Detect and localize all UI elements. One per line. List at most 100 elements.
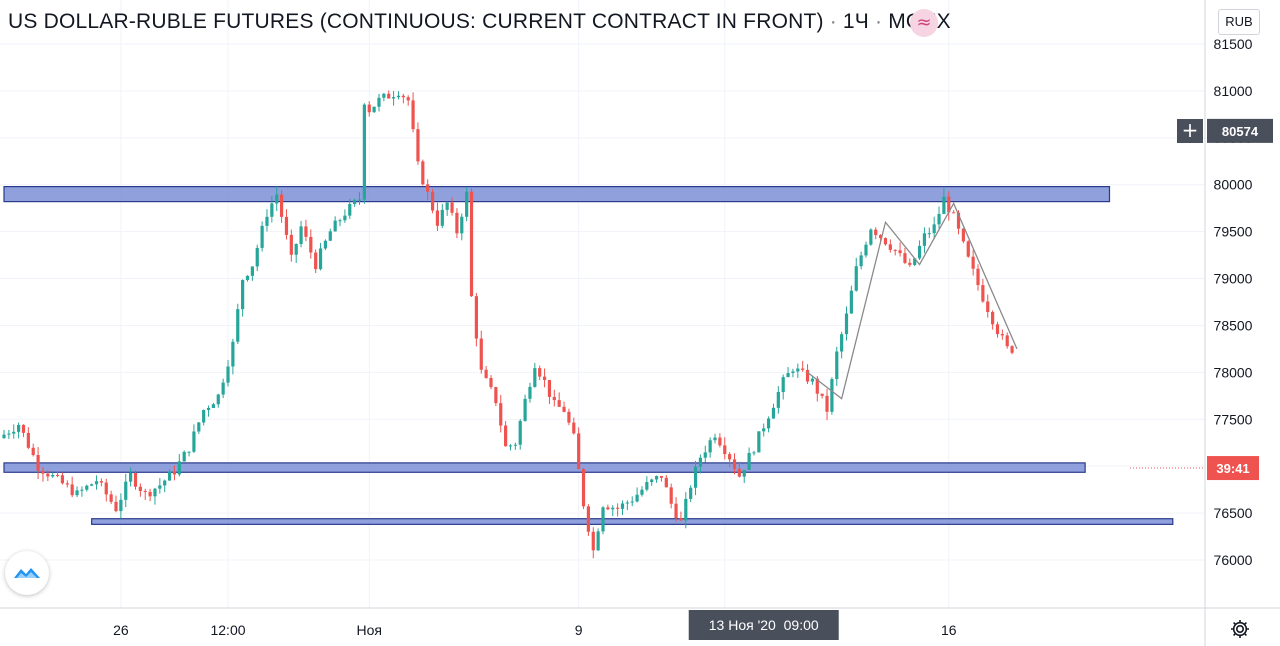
candle-body — [971, 256, 975, 269]
candle-body — [679, 518, 683, 521]
crosshair-price-badge — [1207, 118, 1273, 143]
candle-body — [518, 420, 522, 445]
candle-body — [684, 498, 688, 521]
time-tick-label: 16 — [941, 622, 957, 638]
candle-body — [392, 97, 396, 99]
candle-body — [284, 216, 289, 235]
candle-body — [616, 507, 620, 509]
gear-icon[interactable] — [1228, 617, 1252, 641]
candle-body — [440, 209, 444, 226]
candle-body — [70, 484, 74, 496]
candle-body — [51, 474, 55, 477]
candle-body — [479, 338, 483, 370]
candle-body — [601, 507, 605, 532]
price-tick-label: 81000 — [1214, 83, 1253, 99]
candle-body — [533, 368, 537, 387]
candle-body — [937, 213, 941, 225]
price-zone-rectangle[interactable] — [91, 518, 1174, 525]
candle-body — [245, 275, 250, 280]
candle-body — [357, 199, 362, 201]
candle-body — [640, 489, 644, 495]
support-resistance-zones[interactable] — [3, 186, 1174, 525]
candle-body — [1010, 346, 1014, 353]
candle-body — [747, 452, 751, 470]
candle-body — [104, 482, 108, 495]
candle-body — [406, 97, 410, 101]
trend-line-drawing[interactable] — [807, 202, 1018, 400]
approx-data-icon[interactable]: ≈ — [910, 9, 938, 37]
candle-body — [883, 237, 888, 245]
candle-body — [820, 393, 824, 396]
candle-body — [279, 194, 284, 217]
candle-body — [270, 203, 274, 217]
candle-body — [815, 378, 819, 394]
candle-body — [216, 394, 220, 405]
candle-body — [781, 377, 785, 393]
candle-body — [766, 418, 771, 429]
tradingview-logo-icon[interactable] — [5, 551, 49, 595]
candle-body — [75, 490, 79, 496]
candle-body — [606, 507, 610, 510]
candle-body — [830, 379, 834, 412]
candle-body — [650, 479, 654, 483]
candle-body — [411, 100, 415, 130]
candle-body — [630, 501, 634, 503]
plus-icon[interactable]: + — [1177, 119, 1203, 143]
candle-body — [981, 285, 985, 302]
candle-body — [966, 241, 970, 257]
currency-button[interactable]: RUB — [1218, 9, 1260, 35]
price-tick-label: 81500 — [1214, 36, 1253, 52]
candle-body — [187, 451, 191, 453]
candle-body — [917, 245, 922, 259]
candle-body — [596, 531, 600, 551]
candle-body — [119, 499, 123, 512]
crosshair-time-label: 13 Ноя '20 09:00 — [709, 617, 819, 633]
candle-body — [177, 461, 181, 475]
candle-body — [367, 104, 371, 113]
candle-body — [124, 481, 128, 500]
candle-body — [796, 368, 800, 372]
candle-body — [231, 341, 235, 367]
candle-body — [460, 216, 464, 234]
candle-body — [864, 244, 868, 256]
price-zone-rectangle[interactable] — [3, 462, 1086, 473]
candle-body — [148, 491, 152, 497]
time-tick-label: 9 — [575, 622, 583, 638]
candle-body — [241, 279, 245, 310]
candle-body — [737, 468, 741, 477]
candle-body — [80, 489, 84, 491]
time-tick-label: 12:00 — [210, 622, 245, 638]
candle-body — [421, 161, 425, 185]
candle-body — [922, 233, 927, 246]
time-tick-label: 26 — [113, 622, 129, 638]
candle-body — [343, 215, 347, 221]
candle-body — [513, 444, 517, 446]
candle-body — [805, 369, 810, 382]
candle-body — [387, 93, 391, 99]
candle-body — [844, 313, 849, 335]
candle-body — [1005, 335, 1009, 347]
candle-body — [898, 250, 902, 254]
trend-line-path[interactable] — [807, 202, 1018, 400]
candle-body — [41, 470, 45, 474]
candle-body — [430, 191, 435, 211]
candle-body — [728, 454, 732, 460]
candle-body — [323, 240, 328, 249]
candle-body — [85, 485, 89, 490]
candle-body — [494, 387, 498, 404]
interval-label[interactable]: 1Ч — [842, 10, 869, 33]
candle-body — [591, 531, 595, 551]
candle-body — [893, 249, 897, 251]
candle-body — [703, 452, 707, 458]
candle-body — [913, 258, 917, 265]
symbol-name[interactable]: US DOLLAR-RUBLE FUTURES (CONTINUOUS: CUR… — [8, 10, 824, 33]
candle-body — [508, 445, 513, 447]
candle-body — [46, 473, 50, 477]
candle-body — [976, 268, 980, 286]
candle-body — [158, 485, 162, 489]
candle-body — [577, 433, 581, 469]
candle-body — [138, 486, 142, 492]
price-tick-label: 79000 — [1214, 271, 1253, 287]
